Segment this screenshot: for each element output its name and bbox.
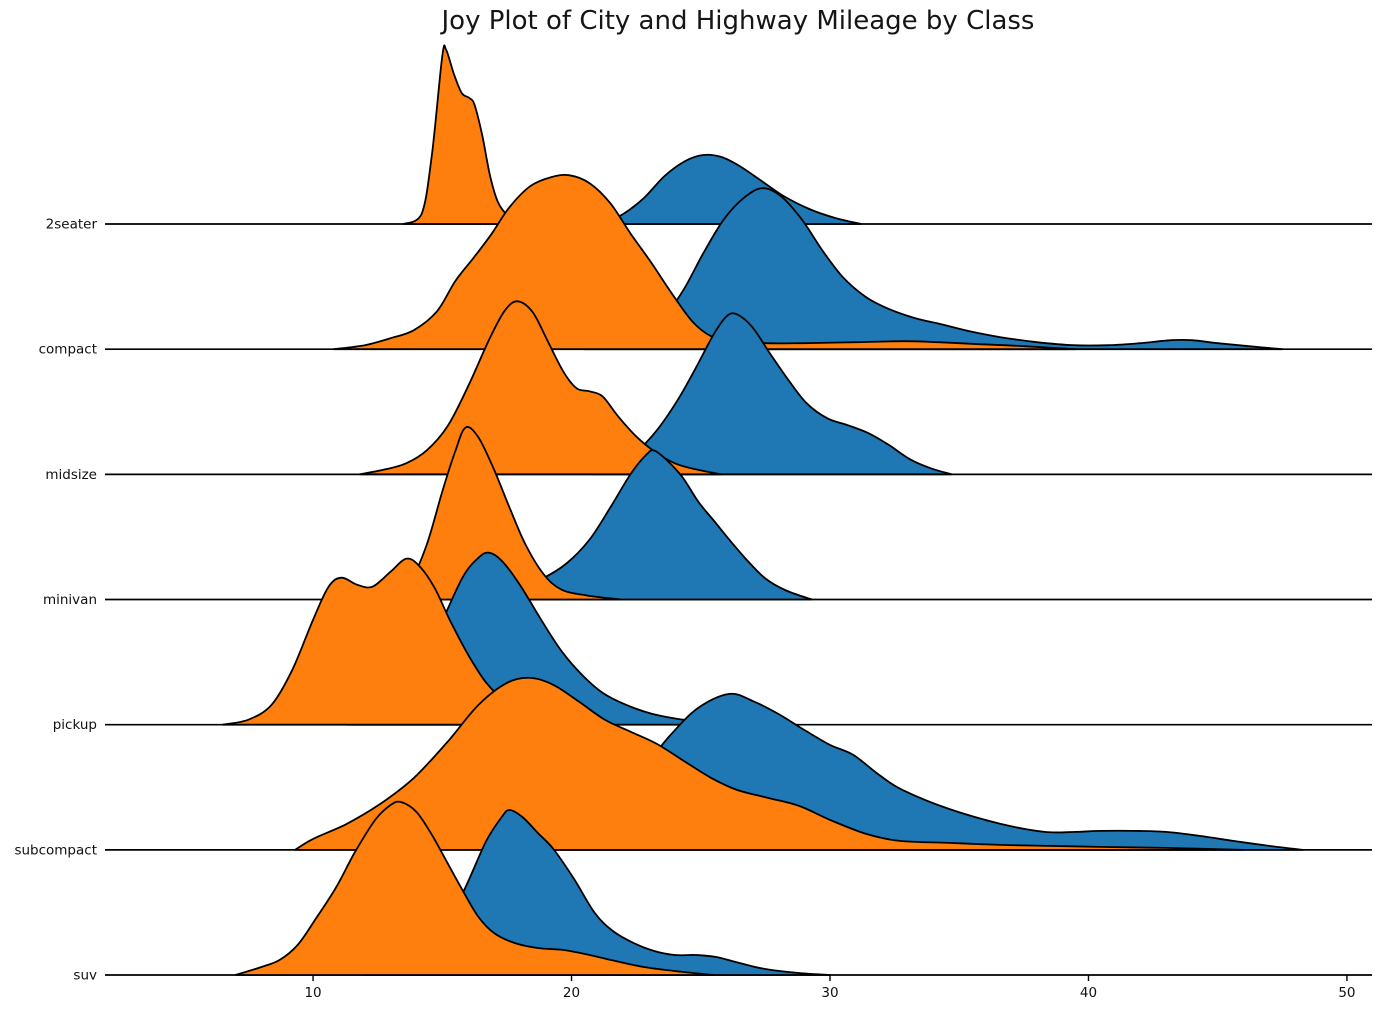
y-axis-label-midsize: midsize [45,467,97,483]
x-tick-label-50: 50 [1338,985,1355,1001]
x-tick-label-30: 30 [821,985,838,1001]
row-midsize [105,300,1372,476]
x-tick-label-40: 40 [1080,985,1097,1001]
y-axis-label-2seater: 2seater [46,217,98,233]
density-compact-hwy [583,187,1284,351]
density-subcompact-cty [294,676,1245,851]
row-2seater [105,44,1372,225]
density-suv-cty [234,800,715,976]
x-tick-label-20: 20 [563,985,580,1001]
density-midsize-hwy [591,312,953,476]
x-tick-label-10: 10 [304,985,321,1001]
row-suv [105,800,1372,976]
row-subcompact [105,676,1372,851]
density-2seater-cty [402,44,524,225]
y-axis-label-minivan: minivan [43,592,97,608]
y-axis-label-pickup: pickup [53,717,97,733]
density-midsize-cty [358,300,723,476]
y-axis-label-compact: compact [39,342,97,358]
y-axis-label-suv: suv [73,968,97,984]
y-axis-label-subcompact: subcompact [14,842,97,858]
chart-title: Joy Plot of City and Highway Mileage by … [441,6,1035,36]
density-2seater-hwy [601,153,862,225]
